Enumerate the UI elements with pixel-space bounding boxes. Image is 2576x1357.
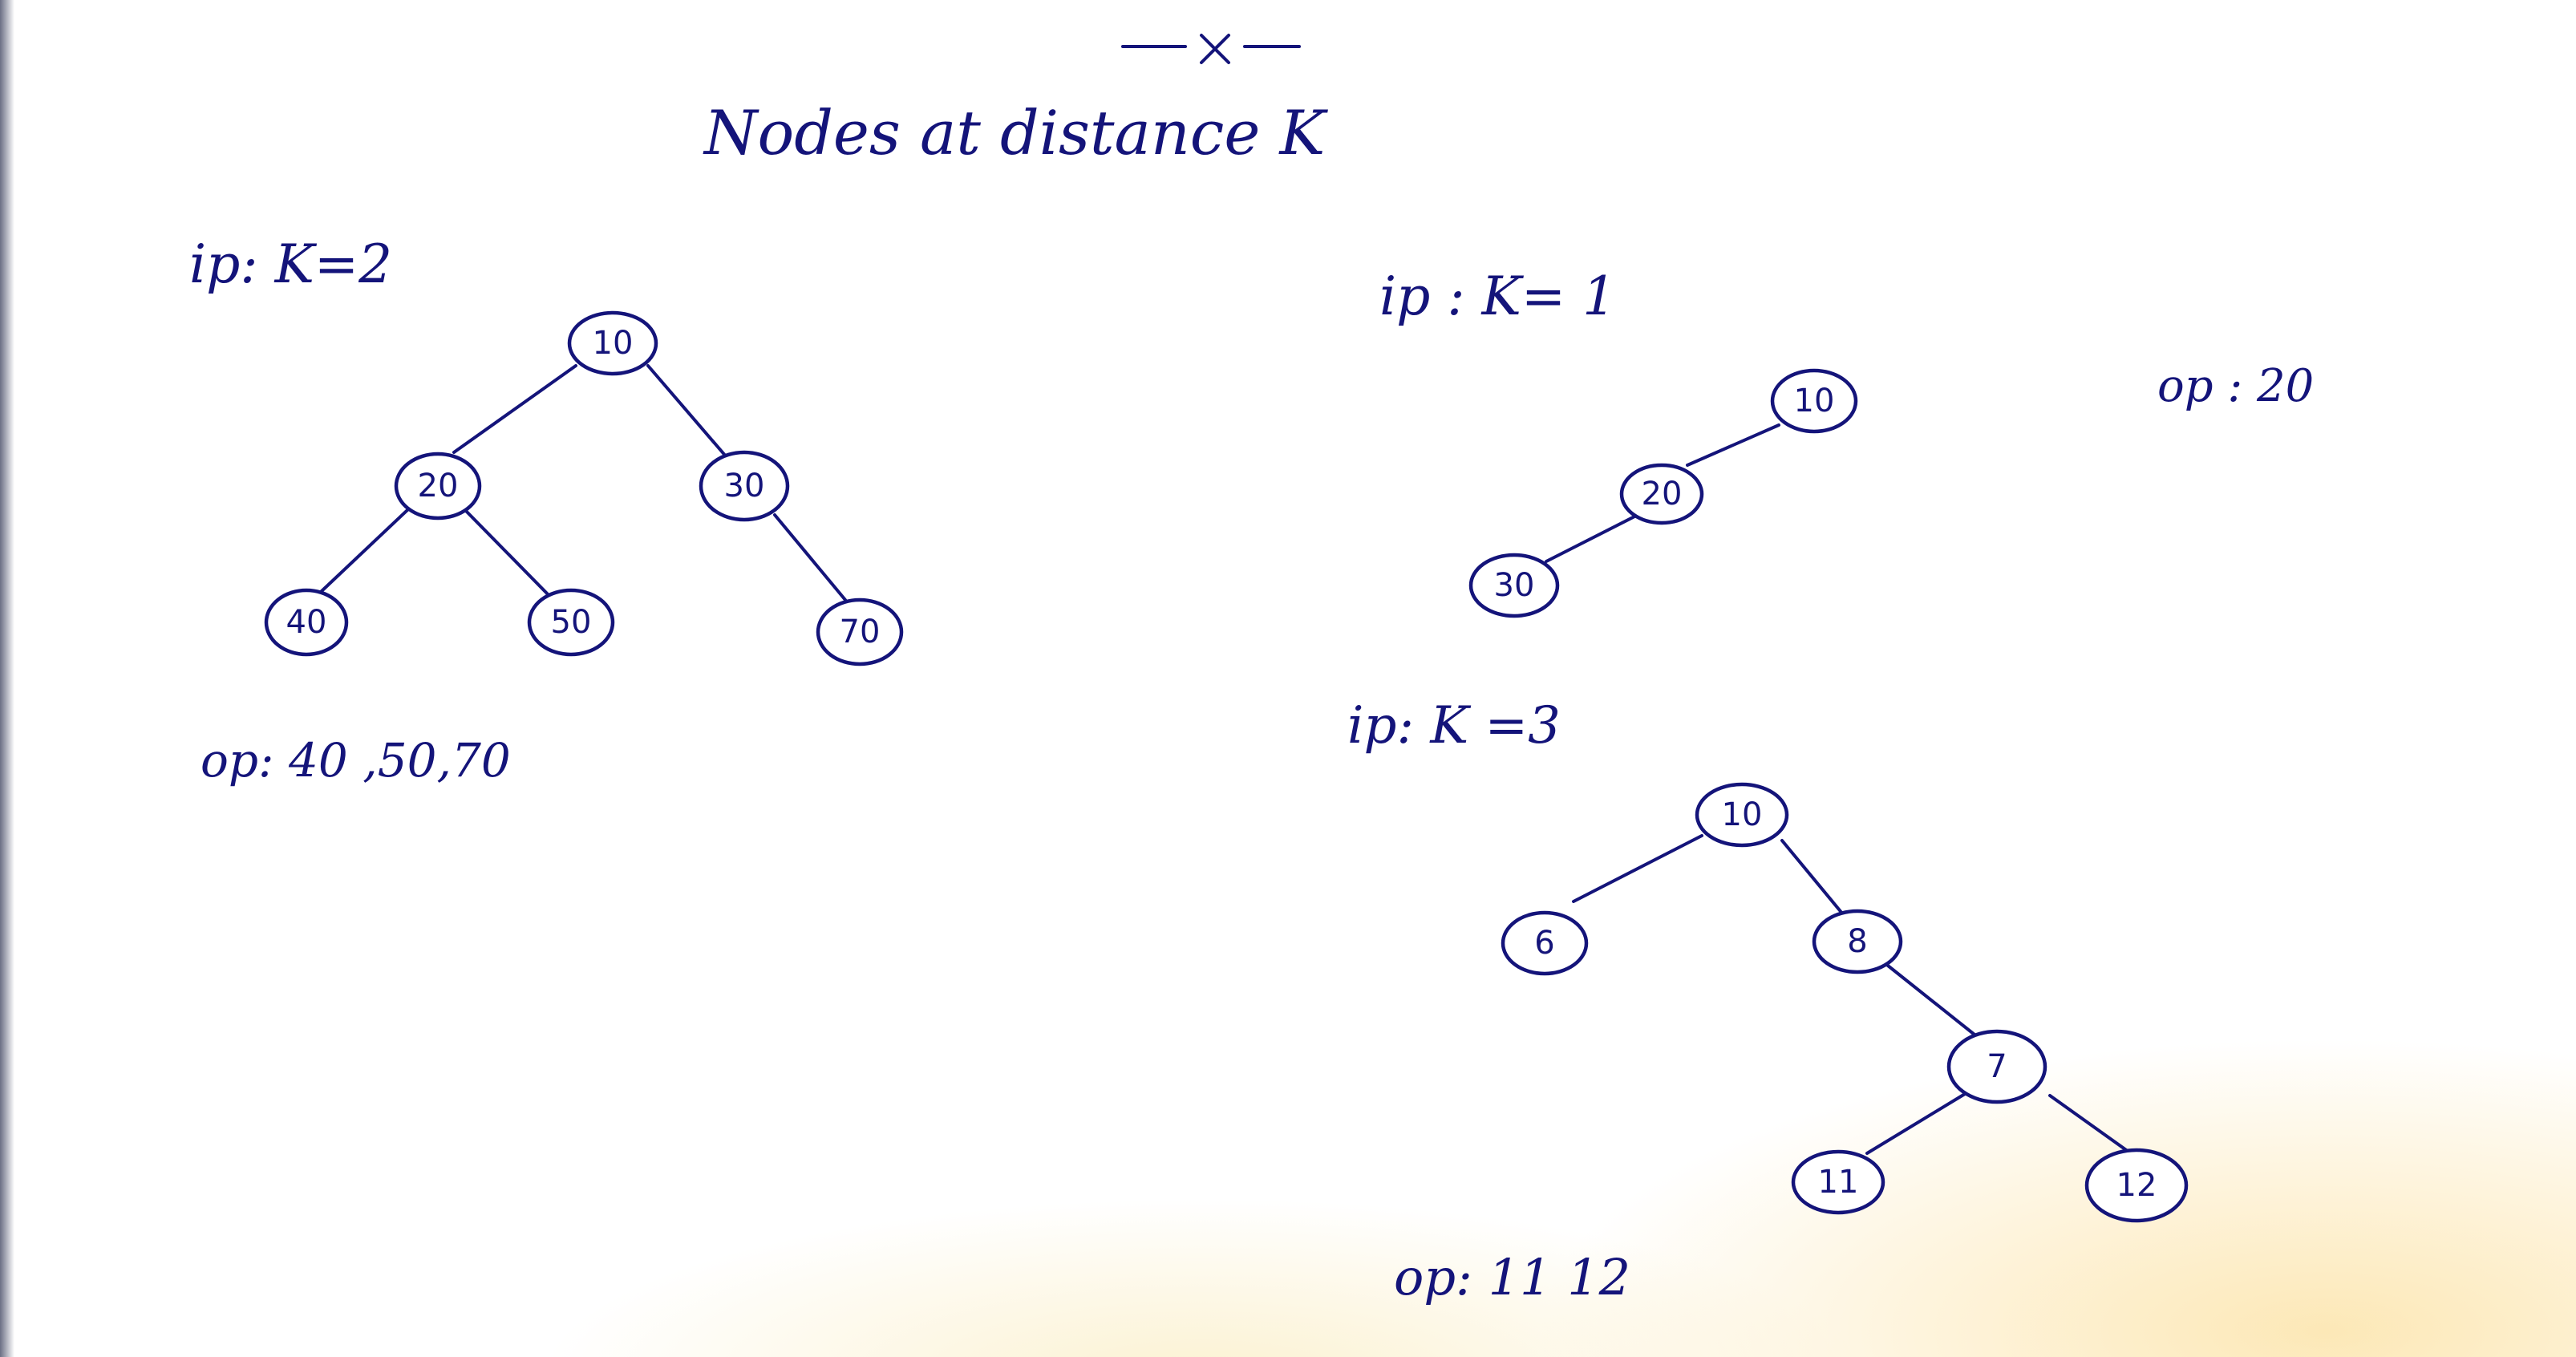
tree-3-node-ring — [1812, 909, 1903, 974]
tree-3-edge-7-12 — [2048, 1094, 2141, 1161]
tree-1-node-ring — [264, 588, 349, 657]
tree-1-node-label: 10 — [593, 325, 634, 362]
tree-3-node-label: 7 — [1987, 1048, 2007, 1085]
tree-2-edge-10-20 — [1686, 423, 1780, 467]
tree-1-node-label: 50 — [551, 604, 592, 641]
page-title: Nodes at distance K — [703, 97, 1329, 168]
tree-1-node-ring — [567, 310, 658, 376]
tree-2-node-label: 20 — [1642, 476, 1683, 512]
tree-3-node-ring — [1695, 782, 1789, 848]
page-edge-shadow — [0, 0, 14, 1357]
example-1: ip: K=2 10 20 30 40 — [189, 233, 904, 788]
tree-3-node-ring — [1791, 1149, 1885, 1215]
example-1-input-label: ip: K=2 — [189, 233, 392, 295]
tree-3-node-label: 12 — [2116, 1167, 2157, 1204]
tree-2-node: 10 — [1770, 368, 1858, 434]
tree-3-node: 8 — [1812, 909, 1903, 974]
tree-1-node: 40 — [264, 588, 349, 657]
tree-1-node: 70 — [816, 597, 904, 666]
tree-1-node-label: 70 — [840, 614, 881, 650]
tree-1-node-label: 20 — [418, 468, 459, 504]
tree-3-edge-10-6 — [1572, 834, 1703, 903]
tree-3-node: 11 — [1791, 1149, 1885, 1215]
separator-cross-b — [1200, 34, 1230, 64]
section-separator — [1121, 34, 1301, 64]
tree-1-node-ring — [699, 450, 790, 522]
tree-2-node-label: 30 — [1494, 567, 1535, 604]
example-3-output-label: op: 11 12 — [1394, 1248, 1630, 1306]
example-2-output-label: op : 20 — [2157, 360, 2314, 412]
tree-2-node: 20 — [1619, 463, 1704, 525]
tree-1-node-label: 30 — [724, 468, 765, 504]
example-1-output-label: op: 40 ,50,70 — [200, 733, 511, 788]
tree-1-edge-30-70 — [773, 513, 847, 602]
tree-3-edge-10-8 — [1780, 839, 1845, 916]
tree-3-node: 6 — [1501, 910, 1589, 976]
tree-3-node-label: 11 — [1818, 1164, 1859, 1201]
tree-3-node: 10 — [1695, 782, 1789, 848]
tree-1-node: 20 — [394, 452, 482, 521]
tree-1-edge-10-20 — [452, 364, 577, 454]
tree-3-node-ring — [1501, 910, 1589, 976]
tree-1-node: 50 — [527, 588, 615, 657]
tree-3-node-label: 10 — [1722, 796, 1763, 833]
tree-2-node-ring — [1619, 463, 1704, 525]
example-2: ip : K= 1 10 20 30 op : 20 — [1379, 265, 2314, 618]
tree-1-edge-20-50 — [462, 507, 553, 600]
tree-1-edge-20-40 — [319, 508, 409, 593]
tree-3-node-label: 8 — [1847, 923, 1867, 960]
tree-2-node-ring — [1468, 553, 1560, 618]
tree-3-edge-7-11 — [1865, 1092, 1966, 1155]
tree-3-node-ring — [1946, 1029, 2047, 1104]
tree-3-node: 7 — [1946, 1029, 2047, 1104]
tree-1-node-ring — [527, 588, 615, 657]
tree-2-node: 30 — [1468, 553, 1560, 618]
tree-1-node-ring — [816, 597, 904, 666]
tree-3-node: 12 — [2084, 1148, 2189, 1223]
tree-1-node: 30 — [699, 450, 790, 522]
tree-3-edge-8-7 — [1886, 964, 1976, 1036]
tree-2-node-ring — [1770, 368, 1858, 434]
example-3: ip: K =3 10 6 8 7 — [1347, 696, 2189, 1306]
tree-1-node-label: 40 — [286, 604, 327, 641]
tree-2-node-label: 10 — [1794, 383, 1835, 419]
tree-3-node-ring — [2084, 1148, 2189, 1223]
tree-3-node-label: 6 — [1534, 925, 1554, 962]
tree-1-node-ring — [394, 452, 482, 521]
example-3-input-label: ip: K =3 — [1347, 696, 1561, 755]
tree-1-node: 10 — [567, 310, 658, 376]
example-2-input-label: ip : K= 1 — [1379, 265, 1616, 327]
tree-1-edge-10-30 — [646, 364, 728, 459]
tree-2-edge-20-30 — [1545, 513, 1639, 563]
